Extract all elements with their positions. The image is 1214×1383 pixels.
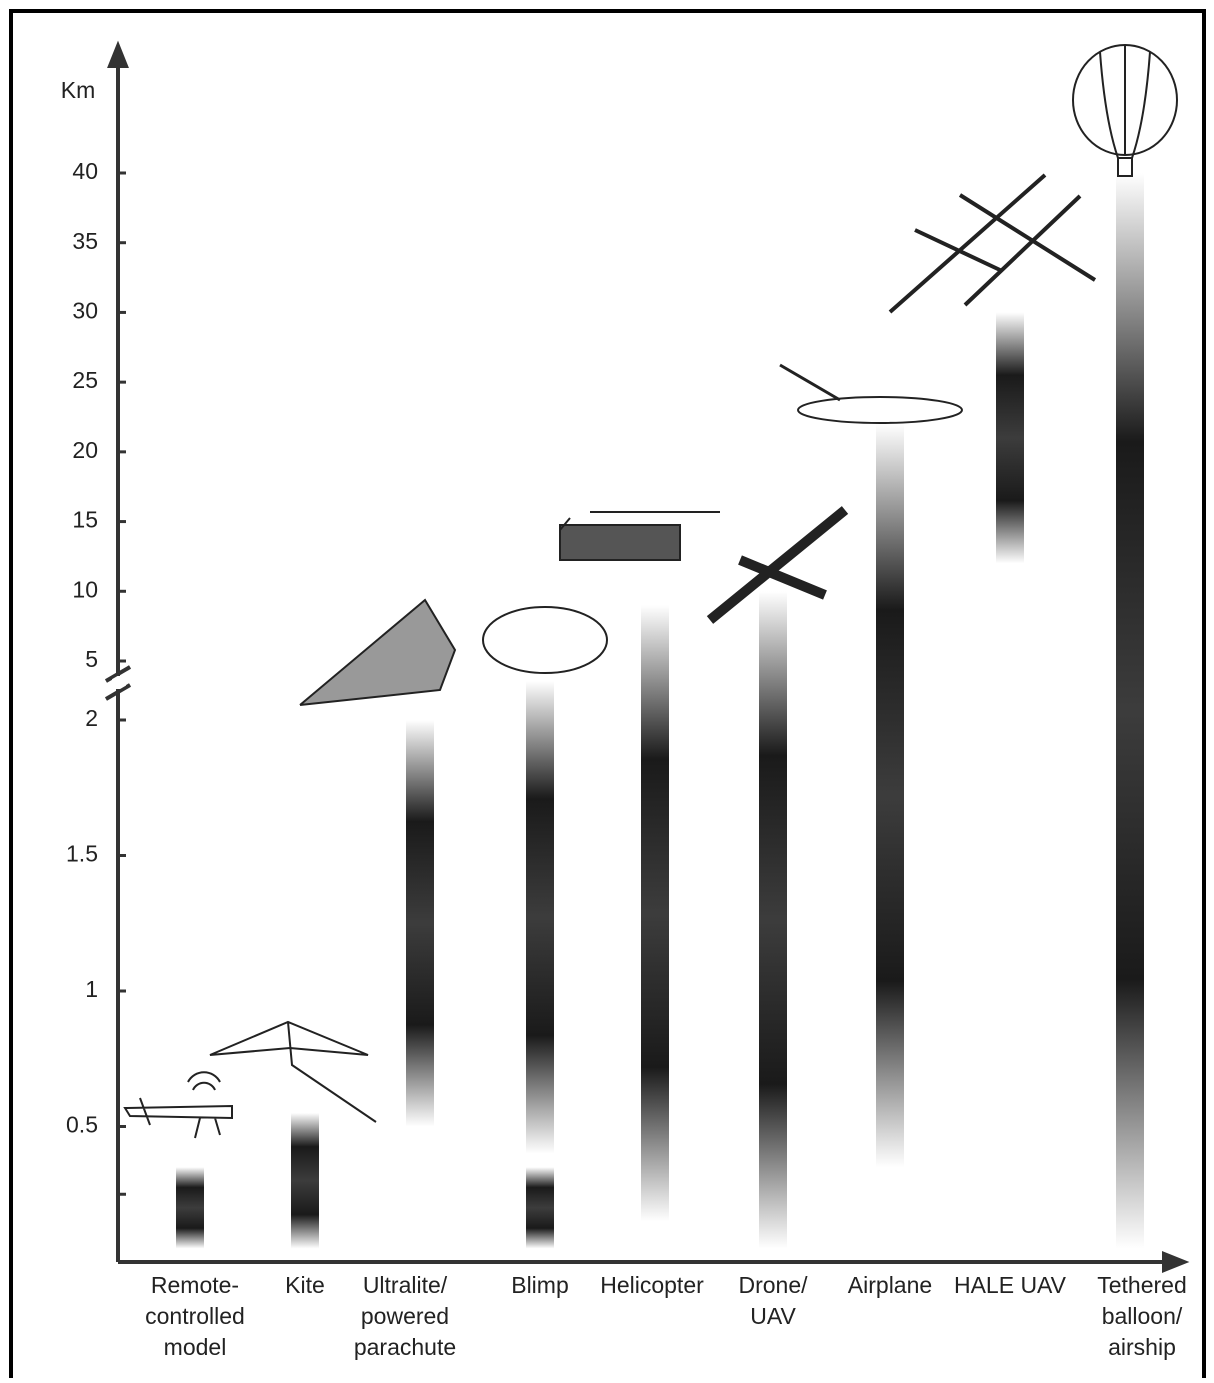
x-tick-label: Helicopter: [600, 1272, 704, 1298]
x-tick-label: Tethered: [1097, 1272, 1187, 1298]
range-bar: [291, 1113, 319, 1249]
y-tick-label: 35: [72, 228, 98, 254]
x-tick-label: parachute: [354, 1334, 456, 1360]
x-tick-label: powered: [361, 1303, 449, 1329]
range-bar: [406, 720, 434, 1127]
x-tick-label: Remote-: [151, 1272, 239, 1298]
range-bar: [876, 424, 904, 1167]
range-bar: [641, 605, 669, 1221]
range-bar: [176, 1167, 204, 1248]
y-tick-label: 2: [85, 705, 98, 731]
x-tick-label: Drone/: [738, 1272, 808, 1298]
y-tick-label: 20: [72, 437, 98, 463]
y-axis-label: Km: [61, 77, 96, 103]
y-tick-label: 10: [72, 576, 98, 602]
range-bar: [1116, 173, 1144, 1248]
y-tick-label: 5: [85, 646, 98, 672]
y-tick-label: 25: [72, 367, 98, 393]
x-tick-label: Ultralite/: [363, 1272, 448, 1298]
y-tick-label: 40: [72, 158, 98, 184]
range-bar: [759, 591, 787, 1248]
x-tick-label: airship: [1108, 1334, 1176, 1360]
range-bar: [996, 312, 1024, 563]
y-tick-label: 15: [72, 507, 98, 533]
y-tick-label: 1: [85, 976, 98, 1002]
x-tick-label: model: [164, 1334, 227, 1360]
range-bar: [526, 1167, 554, 1248]
y-tick-label: 30: [72, 298, 98, 324]
x-tick-label: Blimp: [511, 1272, 569, 1298]
range-bar: [526, 681, 554, 1154]
x-tick-label: balloon/: [1102, 1303, 1183, 1329]
x-tick-label: Airplane: [848, 1272, 932, 1298]
x-tick-label: UAV: [750, 1303, 796, 1329]
x-tick-label: HALE UAV: [954, 1272, 1067, 1298]
x-tick-label: Kite: [285, 1272, 325, 1298]
x-tick-label: controlled: [145, 1303, 245, 1329]
y-tick-label: 1.5: [66, 841, 98, 867]
y-tick-label: 0.5: [66, 1112, 98, 1138]
chart: Km 0.511.52510152025303540Remote-control…: [0, 0, 1214, 1378]
